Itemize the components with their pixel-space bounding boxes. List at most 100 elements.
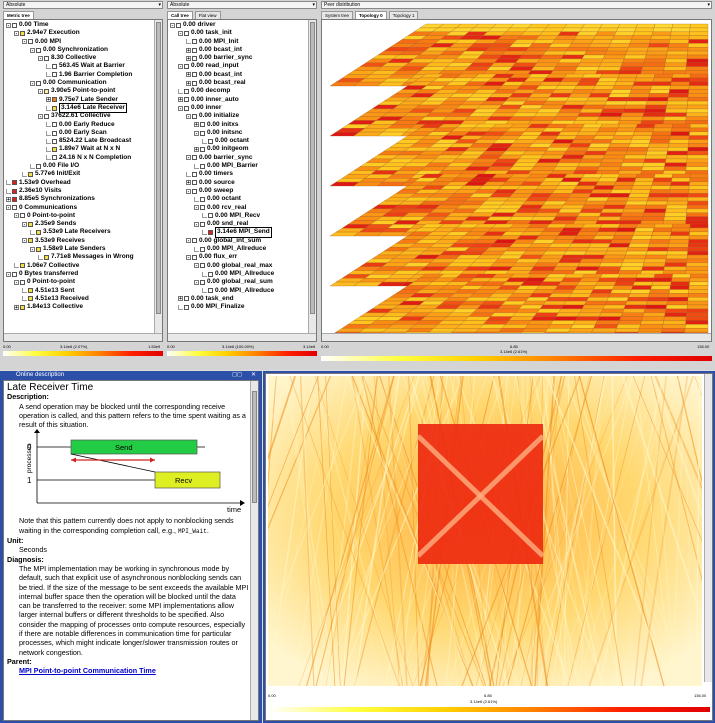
tab-call-tree[interactable]: Call tree: [167, 11, 193, 19]
tree-row[interactable]: 2.36e10 Visits: [6, 187, 154, 195]
tree-row[interactable]: 0.00 MPI_Allreduce: [170, 287, 308, 295]
tree-row[interactable]: - 0.00 initsnc: [170, 129, 308, 137]
tree-row[interactable]: 3.53e9 Late Receivers: [6, 228, 154, 236]
expand-icon[interactable]: +: [46, 97, 51, 104]
tree-row[interactable]: 0.00 MPI_Init: [170, 38, 308, 46]
tree-row[interactable]: 1.89e7 Wait at N x N: [6, 145, 154, 153]
expand-icon[interactable]: +: [186, 47, 191, 54]
call-tree-hscrollbar[interactable]: [168, 333, 316, 341]
tree-row[interactable]: - 0.00 task_init: [170, 29, 308, 37]
tree-row[interactable]: +0.00 initgeom: [170, 145, 308, 153]
expand-icon[interactable]: +: [186, 55, 191, 62]
collapse-icon[interactable]: -: [186, 188, 191, 195]
tree-row[interactable]: - 3.90e5 Point-to-point: [6, 87, 154, 95]
tree-row[interactable]: +0.00 task_end: [170, 295, 308, 303]
collapse-icon[interactable]: -: [30, 80, 35, 87]
collapse-icon[interactable]: -: [14, 213, 19, 220]
tree-row[interactable]: - 8.30 Collective: [6, 54, 154, 62]
tree-row[interactable]: 0.00 MPI_Finalize: [170, 303, 308, 311]
description-scrollbar[interactable]: [250, 381, 258, 720]
tree-row[interactable]: - 0.00 inner: [170, 104, 308, 112]
collapse-icon[interactable]: -: [38, 113, 43, 120]
tree-row[interactable]: 4.51e13 Received: [6, 295, 154, 303]
tree-row[interactable]: 4.51e13 Sent: [6, 287, 154, 295]
tree-row[interactable]: - 0.00 rcv_real: [170, 204, 308, 212]
tree-row[interactable]: +0.00 source: [170, 179, 308, 187]
collapse-icon[interactable]: -: [6, 271, 11, 278]
tree-row[interactable]: - 0.00 driver: [170, 21, 308, 29]
call-tree-scrollbar[interactable]: [308, 20, 316, 334]
tree-row[interactable]: 5.77e6 Init/Exit: [6, 170, 154, 178]
tree-row[interactable]: 0.00 Early Scan: [6, 129, 154, 137]
tree-row[interactable]: 0.00 Early Reduce: [6, 121, 154, 129]
tree-row[interactable]: 0.00 octant: [170, 137, 308, 145]
tree-row[interactable]: - 0.00 global_real_sum: [170, 278, 308, 286]
collapse-icon[interactable]: -: [186, 155, 191, 162]
scroll-thumb[interactable]: [252, 391, 257, 503]
tree-row[interactable]: - 3.53e9 Receives: [6, 237, 154, 245]
expand-icon[interactable]: +: [194, 147, 199, 154]
collapse-icon[interactable]: -: [22, 221, 27, 228]
collapse-icon[interactable]: -: [30, 47, 35, 54]
tree-row[interactable]: 0.00 decomp: [170, 87, 308, 95]
scroll-thumb[interactable]: [310, 22, 315, 314]
tree-row[interactable]: - 0 Point-to-point: [6, 212, 154, 220]
matrix-scrollbar[interactable]: [704, 374, 712, 682]
tab-topology-0[interactable]: Topology 0: [355, 11, 387, 19]
call-value-mode-select[interactable]: Absolute ▾: [167, 1, 317, 9]
topology-3d-view[interactable]: [322, 20, 711, 333]
tree-row[interactable]: - 0 Point-to-point: [6, 278, 154, 286]
expand-icon[interactable]: +: [186, 180, 191, 187]
tree-row[interactable]: - 0.00 snd_real: [170, 220, 308, 228]
tree-row[interactable]: +0.00 inner_auto: [170, 96, 308, 104]
maximize-icon[interactable]: ◻◻: [232, 372, 242, 378]
tab-system-tree[interactable]: System tree: [321, 11, 354, 19]
tree-row[interactable]: - 0.00 global_int_sum: [170, 237, 308, 245]
tree-row[interactable]: 1.53e9 Overhead: [6, 179, 154, 187]
tree-row[interactable]: 1.96 Barrier Completion: [6, 71, 154, 79]
tree-row[interactable]: +0.00 bcast_int: [170, 71, 308, 79]
collapse-icon[interactable]: -: [186, 254, 191, 261]
parent-link[interactable]: MPI Point-to-point Communication Time: [19, 666, 156, 676]
collapse-icon[interactable]: -: [194, 205, 199, 212]
tab-flat-view[interactable]: Flat view: [194, 11, 221, 19]
tree-row[interactable]: - 0.00 Communication: [6, 79, 154, 87]
expand-icon[interactable]: +: [178, 97, 183, 104]
collapse-icon[interactable]: -: [170, 22, 175, 29]
tree-row[interactable]: 0.00 MPI_Allreduce: [170, 270, 308, 278]
metric-value-mode-select[interactable]: Absolute ▾: [3, 1, 163, 9]
collapse-icon[interactable]: -: [6, 205, 11, 212]
tree-row[interactable]: 3.14e6 Late Receiver: [6, 102, 154, 114]
tree-row[interactable]: - 0.00 flux_err: [170, 253, 308, 261]
collapse-icon[interactable]: -: [6, 22, 11, 29]
collapse-icon[interactable]: -: [178, 30, 183, 37]
tree-row[interactable]: 0.00 MPI_Allreduce: [170, 245, 308, 253]
tree-row[interactable]: - 2.35e9 Sends: [6, 220, 154, 228]
tree-row[interactable]: 0.00 File I/O: [6, 162, 154, 170]
tree-row[interactable]: - 0.00 Synchronization: [6, 46, 154, 54]
tree-row[interactable]: - 0.00 Time: [6, 21, 154, 29]
tree-row[interactable]: - 0.00 global_real_max: [170, 262, 308, 270]
system-value-mode-select[interactable]: Peer distribution ▾: [321, 1, 712, 9]
tree-row[interactable]: +0.00 bcast_real: [170, 79, 308, 87]
tree-row[interactable]: - 0.00 sweep: [170, 187, 308, 195]
tree-row[interactable]: 0.00 octant: [170, 195, 308, 203]
tab-metric-tree[interactable]: Metric tree: [3, 11, 34, 19]
collapse-icon[interactable]: -: [22, 238, 27, 245]
tree-row[interactable]: 24.16 N x N Completion: [6, 154, 154, 162]
online-description-titlebar[interactable]: Online description ◻◻ ✕: [2, 371, 260, 380]
tree-row[interactable]: 0.00 MPI_Barrier: [170, 162, 308, 170]
collapse-icon[interactable]: -: [194, 130, 199, 137]
tree-row[interactable]: - 0 Bytes transferred: [6, 270, 154, 278]
collapse-icon[interactable]: -: [14, 30, 19, 37]
collapse-icon[interactable]: -: [38, 89, 43, 96]
tree-row[interactable]: 8524.22 Late Broadcast: [6, 137, 154, 145]
expand-icon[interactable]: +: [14, 304, 19, 311]
tree-row[interactable]: +0.00 bcast_int: [170, 46, 308, 54]
tree-row[interactable]: 0.00 timers: [170, 170, 308, 178]
tree-row[interactable]: 1.06e7 Collective: [6, 262, 154, 270]
collapse-icon[interactable]: -: [186, 113, 191, 120]
communication-matrix-view[interactable]: [268, 376, 702, 686]
expand-icon[interactable]: +: [178, 296, 183, 303]
tree-row[interactable]: - 1.58e9 Late Senders: [6, 245, 154, 253]
